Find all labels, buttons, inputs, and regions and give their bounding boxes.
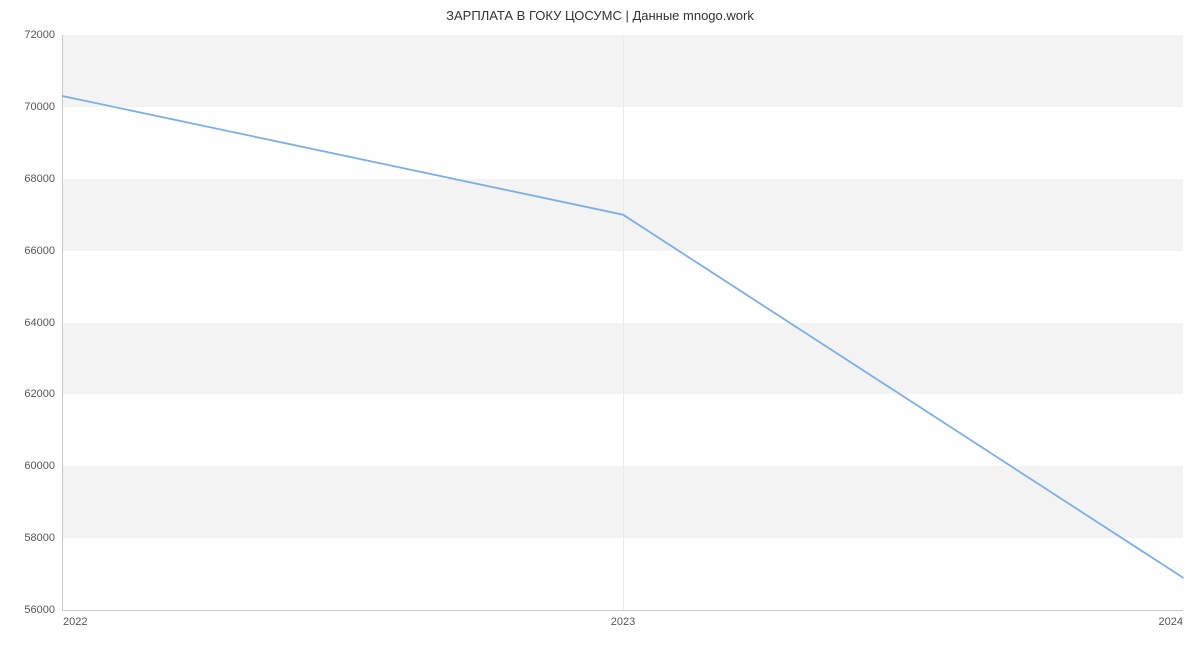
series-salary bbox=[63, 96, 1183, 578]
x-tick-label: 2023 bbox=[611, 610, 635, 628]
x-tick-label: 2024 bbox=[1159, 610, 1183, 628]
y-tick-label: 70000 bbox=[24, 101, 63, 113]
y-tick-label: 68000 bbox=[24, 173, 63, 185]
line-chart: ЗАРПЛАТА В ГОКУ ЦОСУМС | Данные mnogo.wo… bbox=[0, 0, 1200, 650]
y-tick-label: 56000 bbox=[24, 604, 63, 616]
y-tick-label: 66000 bbox=[24, 245, 63, 257]
plot-area: 5600058000600006200064000660006800070000… bbox=[62, 35, 1183, 611]
y-tick-label: 64000 bbox=[24, 317, 63, 329]
y-tick-label: 60000 bbox=[24, 460, 63, 472]
y-tick-label: 58000 bbox=[24, 532, 63, 544]
plot-svg bbox=[63, 35, 1183, 610]
y-tick-label: 62000 bbox=[24, 388, 63, 400]
y-tick-label: 72000 bbox=[24, 29, 63, 41]
chart-title: ЗАРПЛАТА В ГОКУ ЦОСУМС | Данные mnogo.wo… bbox=[0, 8, 1200, 23]
x-tick-label: 2022 bbox=[63, 610, 87, 628]
